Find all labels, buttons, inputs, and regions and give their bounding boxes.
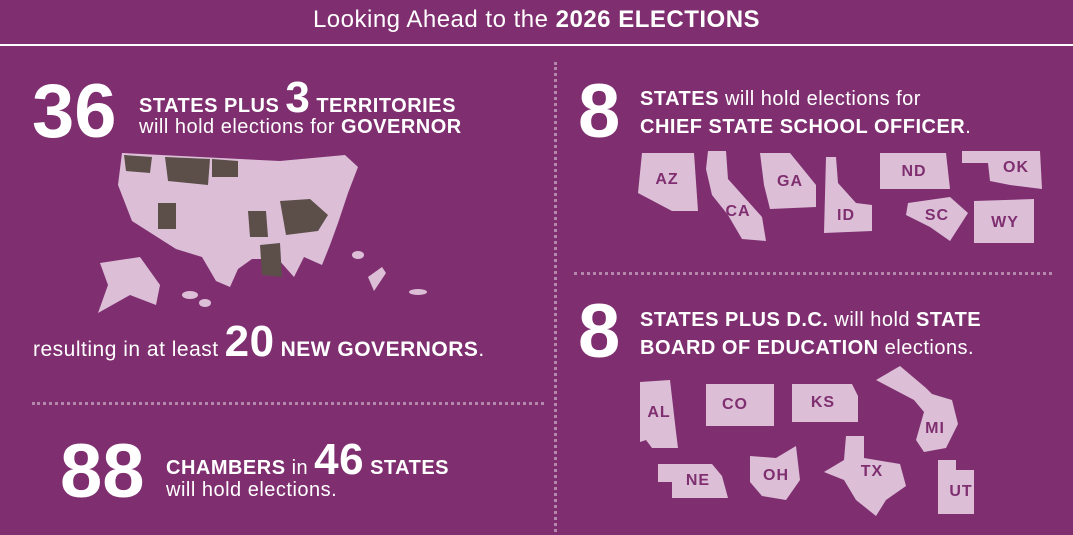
- text: will hold elections for: [139, 116, 336, 138]
- result-line: resulting in at least 20 NEW GOVERNORS.: [33, 317, 485, 366]
- state-shape: [638, 153, 698, 211]
- state-label: ID: [837, 207, 855, 224]
- state-shape: [792, 384, 858, 422]
- text: in: [291, 457, 309, 479]
- territory: [352, 251, 364, 259]
- csso-states: AZ CA GA ID ND SC OK WY: [638, 151, 1042, 243]
- text: TERRITORIES: [316, 95, 456, 117]
- state-label: MI: [925, 420, 945, 437]
- state-shape: [880, 153, 950, 189]
- title-lead: Looking Ahead to the: [312, 6, 549, 33]
- state-label: WY: [991, 214, 1019, 231]
- divider: [554, 62, 557, 532]
- map-shape: [124, 155, 152, 173]
- text: NEW GOVERNORS: [280, 338, 479, 361]
- text: STATES PLUS D.C.: [640, 309, 829, 331]
- map-shape: [248, 211, 268, 237]
- state-shape: [658, 464, 728, 498]
- hawaii: [199, 299, 211, 307]
- text: STATES: [370, 457, 450, 479]
- territory: [409, 289, 427, 295]
- text: will hold: [834, 309, 911, 331]
- state-shape: [974, 199, 1034, 243]
- state-shape: [876, 366, 958, 452]
- text: CHIEF STATE SCHOOL OFFICER: [640, 116, 966, 138]
- board-line: BOARD OF EDUCATION elections.: [640, 337, 974, 360]
- state-label: OH: [763, 467, 789, 484]
- title-bold: 2026 ELECTIONS: [555, 6, 761, 33]
- state-label: GA: [777, 173, 803, 190]
- text: will hold elections.: [166, 479, 338, 501]
- text: STATES: [640, 88, 719, 110]
- new-count: 20: [224, 317, 275, 366]
- state-shape: [750, 446, 800, 500]
- state-label: SC: [925, 207, 949, 224]
- state-shape: [640, 380, 678, 448]
- text: resulting in at least: [33, 338, 219, 361]
- state-label: CO: [722, 396, 748, 413]
- chambers-line: will hold elections.: [166, 479, 337, 502]
- state-shape: [906, 197, 968, 241]
- text: .: [965, 116, 972, 138]
- text: STATE: [916, 309, 982, 331]
- map-shape: [212, 159, 238, 177]
- alaska: [98, 257, 160, 313]
- hawaii: [182, 291, 198, 299]
- title: Looking Ahead to the 2026 ELECTIONS: [0, 6, 1073, 34]
- divider: [574, 272, 1052, 275]
- state-shape: [938, 460, 974, 514]
- state-shape: [706, 151, 766, 241]
- board-line: STATES PLUS D.C. will hold STATE: [640, 309, 981, 332]
- states-count: 46: [314, 435, 365, 484]
- title-rule: [0, 44, 1073, 46]
- text: will hold elections for: [724, 88, 921, 110]
- map-shape: [165, 157, 210, 185]
- state-label: CA: [725, 203, 750, 220]
- state-shape: [760, 153, 816, 209]
- state-shape: [824, 157, 872, 233]
- map-shape: [260, 243, 282, 277]
- state-shape: [824, 436, 906, 516]
- text: .: [478, 338, 485, 361]
- board-states: AL CO KS MI NE OH TX UT: [640, 366, 974, 516]
- state-shape: [962, 151, 1042, 189]
- state-label: NE: [686, 472, 710, 489]
- governor-count: 36: [32, 69, 117, 154]
- state-label: KS: [811, 394, 835, 411]
- csso-line: STATES will hold elections for: [640, 88, 921, 111]
- text: STATES PLUS: [139, 95, 280, 117]
- state-label: TX: [861, 463, 883, 480]
- territory: [368, 267, 386, 291]
- board-count: 8: [578, 289, 621, 374]
- territories-count: 3: [285, 73, 311, 122]
- state-label: ND: [901, 163, 926, 180]
- state-shape: [706, 384, 774, 426]
- state-label: AZ: [655, 171, 678, 188]
- state-label: UT: [949, 483, 972, 500]
- chambers-line: CHAMBERS in 46 STATES: [166, 435, 450, 484]
- us-map: [98, 153, 427, 313]
- text: CHAMBERS: [166, 457, 286, 479]
- map-shape: [280, 199, 328, 235]
- map-shape: [158, 203, 176, 229]
- state-label: OK: [1003, 159, 1029, 176]
- text: GOVERNOR: [341, 116, 462, 138]
- csso-line: CHIEF STATE SCHOOL OFFICER.: [640, 116, 971, 139]
- state-label: AL: [647, 404, 670, 421]
- governor-line: will hold elections for GOVERNOR: [139, 116, 462, 139]
- governor-line: STATES PLUS 3 TERRITORIES: [139, 73, 456, 122]
- map-shape: [118, 153, 358, 287]
- text: elections.: [884, 337, 975, 359]
- divider: [32, 402, 544, 405]
- csso-count: 8: [578, 69, 621, 154]
- chambers-count: 88: [60, 429, 145, 514]
- text: BOARD OF EDUCATION: [640, 337, 879, 359]
